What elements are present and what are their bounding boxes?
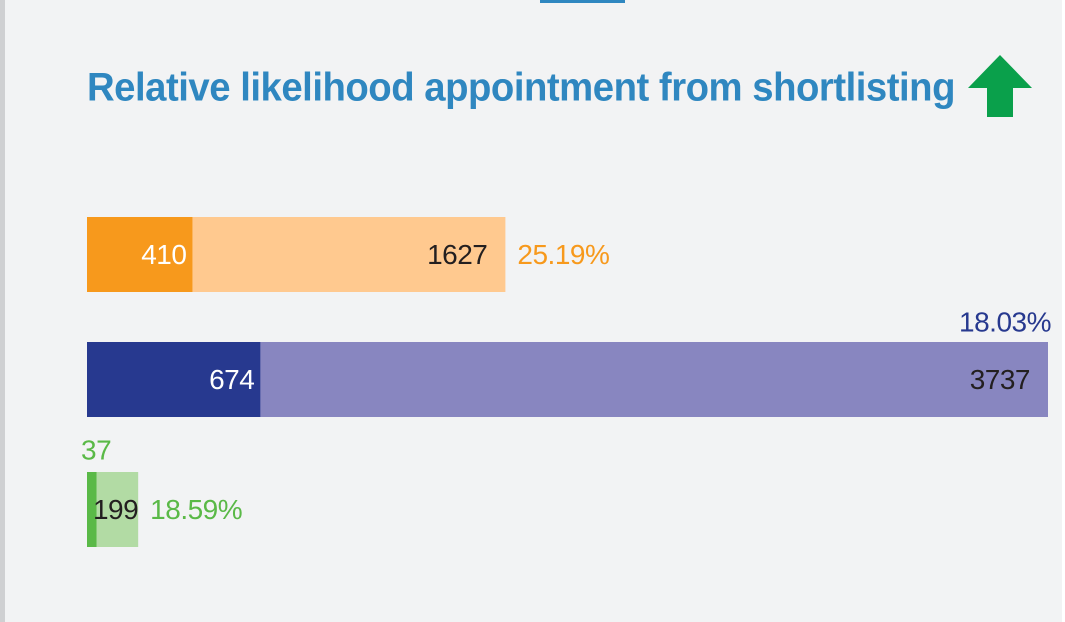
up-arrow-icon [968,55,1032,117]
tab-indicator [540,0,625,3]
appointed-label: 410 [141,239,186,270]
appointed-bar [87,217,193,292]
appointed-bar [87,472,97,547]
appointed-label: 37 [81,434,111,465]
right-edge [1062,0,1065,622]
shortlisted-label: 199 [93,494,138,525]
appointed-label: 674 [209,364,254,395]
chart-title: Relative likelihood appointment from sho… [87,66,955,110]
rate-label: 18.59% [150,494,242,525]
shortlisted-label: 3737 [970,364,1030,395]
appointed-bar [87,342,261,417]
left-border [0,0,5,622]
rate-label: 18.03% [959,306,1051,337]
rate-label: 25.19% [517,239,609,270]
shortlisted-label: 1627 [427,239,487,270]
